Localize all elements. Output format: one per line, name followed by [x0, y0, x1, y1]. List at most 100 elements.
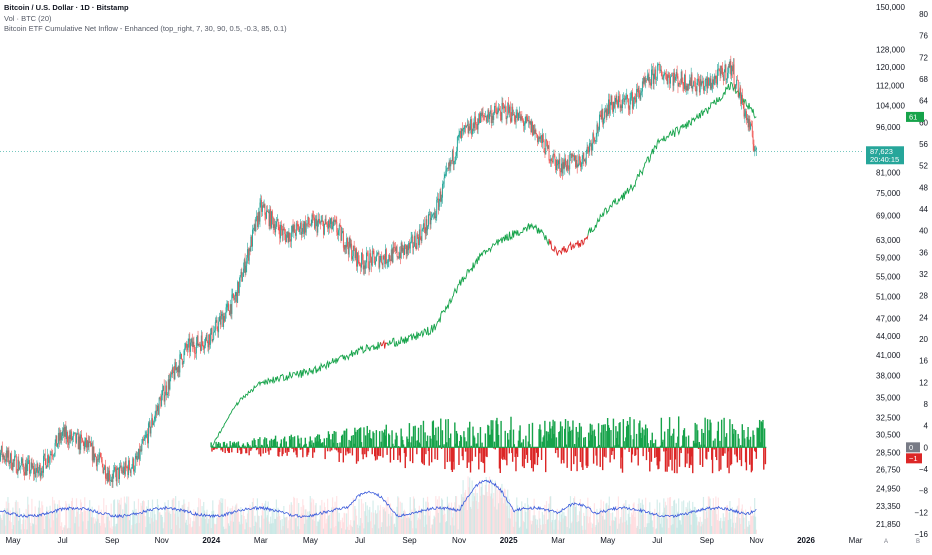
candle-body — [439, 201, 440, 210]
candle-body — [98, 459, 99, 460]
inflow-bar — [365, 435, 366, 447]
candle-body — [325, 219, 326, 224]
candle-body — [611, 95, 612, 104]
candle-body — [131, 468, 132, 473]
symbol-title[interactable]: Bitcoin / U.S. Dollar · 1D · Bitstamp — [4, 3, 287, 14]
candle-body — [579, 156, 580, 160]
candle-body — [639, 93, 640, 99]
inflow-bar — [579, 423, 580, 447]
candle-body — [725, 65, 726, 73]
candle-body — [309, 224, 310, 225]
candle-body — [677, 72, 678, 76]
inflow-bar — [363, 427, 364, 447]
candle-body — [98, 459, 99, 460]
candle-body — [444, 178, 445, 184]
candle-body — [654, 69, 655, 73]
inflow-bar — [433, 435, 434, 447]
candle-body — [132, 458, 133, 467]
candle-body — [427, 226, 428, 230]
indicator-tick-label: 28 — [919, 292, 928, 301]
indicator-tick-label: 72 — [919, 53, 928, 62]
candle-body — [285, 234, 286, 242]
candle-body — [83, 442, 84, 443]
candle-body — [255, 224, 256, 231]
inflow-bar — [284, 437, 285, 448]
candle-body — [421, 230, 422, 241]
candle-body — [51, 454, 52, 456]
inflow-bar — [311, 440, 312, 447]
volume-legend[interactable]: Vol · BTC (20) — [4, 14, 287, 25]
inflow-bar — [389, 435, 390, 447]
candle-body — [249, 248, 250, 260]
candle-body — [646, 80, 647, 81]
candle-body — [447, 168, 448, 169]
candle-body — [54, 453, 55, 455]
inflow-bar — [342, 435, 343, 448]
candle-body — [401, 243, 402, 258]
candle-body — [746, 111, 747, 120]
candle-body — [253, 228, 254, 229]
inflow-bar — [461, 437, 462, 448]
candle-body — [20, 465, 21, 467]
candle-body — [666, 74, 667, 80]
candle-body — [79, 436, 80, 449]
candle-body — [615, 102, 616, 108]
candle-body — [182, 359, 183, 365]
candle-body — [535, 130, 536, 134]
inflow-bar — [291, 435, 292, 448]
candle-body — [267, 210, 268, 211]
candle-body — [350, 238, 351, 247]
inflow-bar — [474, 438, 475, 448]
candle-body — [342, 231, 343, 233]
candle-body — [535, 130, 536, 134]
indicator-tick-label: 40 — [919, 227, 928, 236]
candle-body — [509, 107, 510, 113]
inflow-bar — [357, 430, 358, 447]
outflow-bar — [262, 447, 263, 453]
candle-body — [545, 139, 546, 154]
inflow-bar — [645, 425, 646, 448]
candle-body — [94, 454, 95, 460]
candle-body — [235, 296, 236, 300]
candle-body — [295, 233, 296, 236]
candle-body — [279, 231, 280, 238]
candle-body — [519, 112, 520, 114]
candle-body — [685, 75, 686, 90]
outflow-bar — [541, 447, 542, 460]
candle-body — [134, 469, 135, 471]
candle-body — [259, 203, 260, 222]
candle-body — [100, 453, 101, 457]
outflow-bar — [372, 447, 373, 454]
candle-body — [41, 471, 42, 473]
inflow-bar — [667, 429, 668, 447]
outflow-bar — [679, 447, 680, 466]
candle-body — [89, 441, 90, 442]
candle-body — [499, 108, 500, 110]
candle-body — [388, 255, 389, 262]
candle-body — [544, 141, 545, 152]
candle-body — [576, 160, 577, 167]
candle-body — [462, 129, 463, 131]
indicator-legend[interactable]: Bitcoin ETF Cumulative Net Inflow - Enha… — [4, 24, 287, 35]
outflow-bar — [628, 447, 629, 452]
inflow-bar — [324, 438, 325, 447]
candle-body — [183, 351, 184, 363]
candle-body — [184, 348, 185, 351]
candle-body — [500, 111, 501, 116]
candle-body — [126, 461, 127, 467]
candle-body — [385, 249, 386, 264]
outflow-bar — [671, 447, 672, 470]
inflow-bar — [684, 428, 685, 447]
candle-body — [707, 77, 708, 88]
candle-body — [454, 161, 455, 162]
outflow-bar — [522, 447, 523, 466]
candle-body — [481, 113, 482, 116]
candle-body — [558, 164, 559, 165]
candle-body — [202, 342, 203, 347]
candle-body — [412, 237, 413, 248]
indicator-tick-label: 68 — [919, 75, 928, 84]
candle-body — [455, 156, 456, 161]
candle-body — [479, 114, 480, 123]
